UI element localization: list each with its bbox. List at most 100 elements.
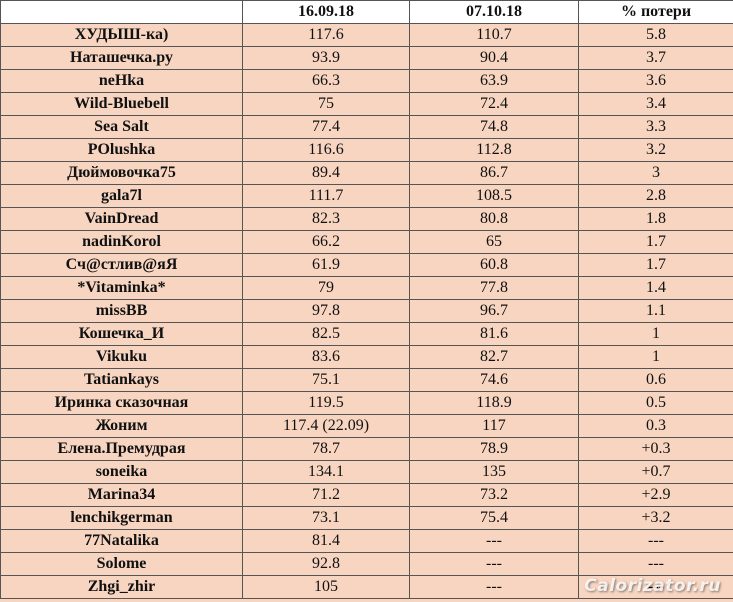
weight-date-2-cell: --- [409, 552, 579, 576]
header-name [0, 0, 243, 24]
table-row: Marina34 71.2 73.2 +2.9 [0, 483, 733, 507]
weight-date-2-cell: 63.9 [409, 69, 579, 93]
weight-date-2-cell: 118.9 [409, 391, 579, 415]
participant-name-cell: Иринка сказочная [0, 391, 243, 415]
weight-date-2-cell: 108.5 [409, 184, 579, 208]
loss-percent-cell: 3.3 [578, 115, 733, 139]
table-row: Solome 92.8 --- --- [0, 552, 733, 576]
weight-date-2-cell: 65 [409, 230, 579, 254]
participant-name-cell: missBB [0, 299, 243, 323]
table-row: lenchikgerman 73.1 75.4 +3.2 [0, 506, 733, 530]
weight-date-1-cell: 117.6 [242, 23, 410, 47]
table-row: Иринка сказочная 119.5 118.9 0.5 [0, 391, 733, 415]
loss-percent-cell: +0.7 [578, 460, 733, 484]
table-row: Наташечка.ру 93.9 90.4 3.7 [0, 46, 733, 70]
table-row: Tatiankays 75.1 74.6 0.6 [0, 368, 733, 392]
table-row: POlushka 116.6 112.8 3.2 [0, 138, 733, 162]
weight-date-1-cell: 83.6 [242, 345, 410, 369]
weight-date-1-cell: 71.2 [242, 483, 410, 507]
loss-percent-cell: 1.7 [578, 253, 733, 277]
loss-percent-cell: 5.8 [578, 23, 733, 47]
table-row: Vikuku 83.6 82.7 1 [0, 345, 733, 369]
participant-name-cell: Tatiankays [0, 368, 243, 392]
weight-date-1-cell: 78.7 [242, 437, 410, 461]
weight-date-2-cell: 86.7 [409, 161, 579, 185]
loss-percent-cell: +2.9 [578, 483, 733, 507]
weight-date-1-cell: 66.3 [242, 69, 410, 93]
table-row: ХУДЫШ-ка) 117.6 110.7 5.8 [0, 23, 733, 47]
weight-date-2-cell: 90.4 [409, 46, 579, 70]
weight-date-2-cell: 78.9 [409, 437, 579, 461]
weight-date-2-cell: 82.7 [409, 345, 579, 369]
participant-name-cell: VainDread [0, 207, 243, 231]
weight-date-1-cell: 119.5 [242, 391, 410, 415]
weight-date-2-cell: 75.4 [409, 506, 579, 530]
participant-name-cell: Marina34 [0, 483, 243, 507]
participant-name-cell: Жоним [0, 414, 243, 438]
loss-percent-cell: 3.7 [578, 46, 733, 70]
header-loss-percent: % потери [578, 0, 733, 24]
weight-date-1-cell: 105 [242, 575, 410, 599]
table-row: nadinKorol 66.2 65 1.7 [0, 230, 733, 254]
loss-percent-cell: --- [578, 575, 733, 599]
weight-date-1-cell: 89.4 [242, 161, 410, 185]
weight-date-1-cell: 134.1 [242, 460, 410, 484]
loss-percent-cell: +0.3 [578, 437, 733, 461]
weight-date-1-cell: 79 [242, 276, 410, 300]
loss-percent-cell: 3.2 [578, 138, 733, 162]
participant-name-cell: Кошечка_И [0, 322, 243, 346]
table-row: VainDread 82.3 80.8 1.8 [0, 207, 733, 231]
weight-date-2-cell: 81.6 [409, 322, 579, 346]
participant-name-cell: Vikuku [0, 345, 243, 369]
participant-name-cell: Solome [0, 552, 243, 576]
weight-date-1-cell: 97.8 [242, 299, 410, 323]
table-row: Жоним 117.4 (22.09) 117 0.3 [0, 414, 733, 438]
loss-percent-cell: 1.4 [578, 276, 733, 300]
participant-name-cell: POlushka [0, 138, 243, 162]
weight-date-2-cell: 112.8 [409, 138, 579, 162]
participant-name-cell: Wild-Bluebell [0, 92, 243, 116]
watermark-logo: Calorizator.ru [584, 576, 721, 596]
participant-name-cell: nadinKorol [0, 230, 243, 254]
loss-percent-cell: +3.2 [578, 506, 733, 530]
weight-date-1-cell: 75.1 [242, 368, 410, 392]
participant-name-cell: neHka [0, 69, 243, 93]
participant-name-cell: Zhgi_zhir [0, 575, 243, 599]
participant-name-cell: 77Natalika [0, 529, 243, 553]
header-date-1: 16.09.18 [242, 0, 410, 24]
participant-name-cell: lenchikgerman [0, 506, 243, 530]
weight-date-2-cell: 72.4 [409, 92, 579, 116]
participant-name-cell: Елена.Премудрая [0, 437, 243, 461]
weight-date-1-cell: 66.2 [242, 230, 410, 254]
participant-name-cell: soneika [0, 460, 243, 484]
table-row: *Vitaminka* 79 77.8 1.4 [0, 276, 733, 300]
weight-date-1-cell: 111.7 [242, 184, 410, 208]
loss-percent-cell: 1 [578, 345, 733, 369]
weight-date-1-cell: 82.3 [242, 207, 410, 231]
weight-date-1-cell: 93.9 [242, 46, 410, 70]
loss-percent-cell: 1.7 [578, 230, 733, 254]
table-row: Сч@стлив@яЯ 61.9 60.8 1.7 [0, 253, 733, 277]
header-row: 16.09.18 07.10.18 % потери [0, 0, 733, 24]
table-row: missBB 97.8 96.7 1.1 [0, 299, 733, 323]
loss-percent-cell: 0.6 [578, 368, 733, 392]
table-row: gala7l 111.7 108.5 2.8 [0, 184, 733, 208]
weight-date-2-cell: --- [409, 529, 579, 553]
weight-date-2-cell: 73.2 [409, 483, 579, 507]
table-row: Zhgi_zhir 105 --- --- [0, 575, 733, 599]
participant-name-cell: *Vitaminka* [0, 276, 243, 300]
loss-percent-cell: 1 [578, 322, 733, 346]
weight-date-1-cell: 75 [242, 92, 410, 116]
participant-name-cell: Сч@стлив@яЯ [0, 253, 243, 277]
participant-name-cell: ХУДЫШ-ка) [0, 23, 243, 47]
table-row: neHka 66.3 63.9 3.6 [0, 69, 733, 93]
participant-name-cell: Sea Salt [0, 115, 243, 139]
loss-percent-cell: 2.8 [578, 184, 733, 208]
weight-date-2-cell: 74.8 [409, 115, 579, 139]
weight-date-2-cell: 117 [409, 414, 579, 438]
loss-percent-cell: 3.6 [578, 69, 733, 93]
loss-percent-cell: --- [578, 552, 733, 576]
table-row: Дюймовочка75 89.4 86.7 3 [0, 161, 733, 185]
weight-date-1-cell: 81.4 [242, 529, 410, 553]
